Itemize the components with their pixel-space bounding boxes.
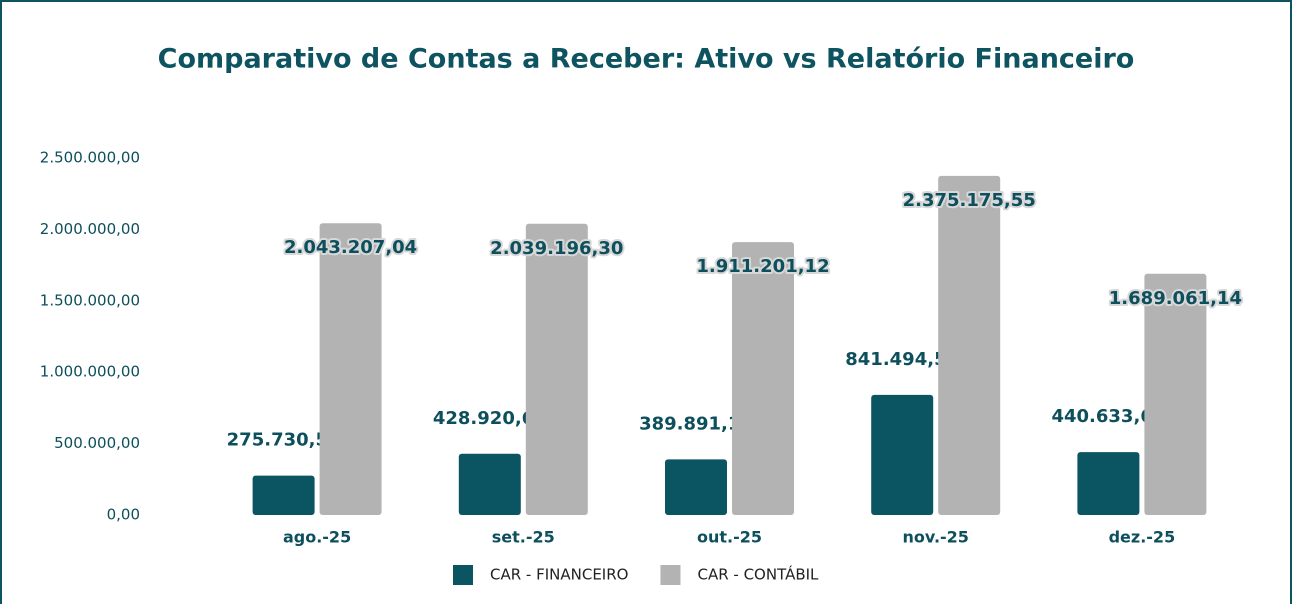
chart-title: Comparativo de Contas a Receber: Ativo v… [158, 44, 1135, 75]
value-label: 841.494,57 [845, 349, 959, 370]
legend-label: CAR - CONTÁBIL [697, 565, 819, 584]
y-tick-label: 0,00 [107, 506, 140, 524]
bar [938, 175, 1001, 515]
x-tick-label: nov.-25 [902, 528, 969, 547]
y-tick-label: 1.000.000,00 [40, 363, 140, 381]
value-label: 440.633,61 [1051, 406, 1165, 427]
bar [525, 223, 588, 515]
y-tick-label: 2.500.000,00 [40, 149, 140, 167]
y-tick-label: 1.500.000,00 [40, 291, 140, 309]
legend-swatch [453, 565, 473, 585]
y-tick-label: 500.000,00 [54, 434, 140, 452]
x-tick-label: out.-25 [697, 528, 762, 547]
x-tick-label: set.-25 [492, 528, 555, 547]
value-label: 1.911.201,12 [696, 256, 829, 277]
value-label: 1.689.061,14 [1109, 288, 1242, 309]
value-label: 2.043.207,04 [284, 237, 417, 258]
y-tick-label: 2.000.000,00 [40, 220, 140, 238]
value-label: 2.375.175,55 [903, 190, 1036, 211]
value-label: 389.891,16 [639, 413, 753, 434]
bar [871, 394, 934, 515]
bar [252, 475, 315, 515]
bar [458, 453, 521, 515]
bar [732, 242, 794, 515]
x-tick-label: dez.-25 [1109, 528, 1176, 547]
bar [319, 223, 382, 515]
x-tick-label: ago.-25 [283, 528, 351, 547]
legend-label: CAR - FINANCEIRO [490, 566, 628, 584]
legend-swatch [660, 565, 681, 585]
bar [665, 459, 727, 515]
value-label: 2.039.196,30 [490, 238, 623, 259]
bar [1077, 452, 1140, 515]
bar [1144, 273, 1207, 515]
value-label: 428.920,66 [433, 408, 547, 429]
value-label: 275.730,53 [227, 430, 341, 451]
